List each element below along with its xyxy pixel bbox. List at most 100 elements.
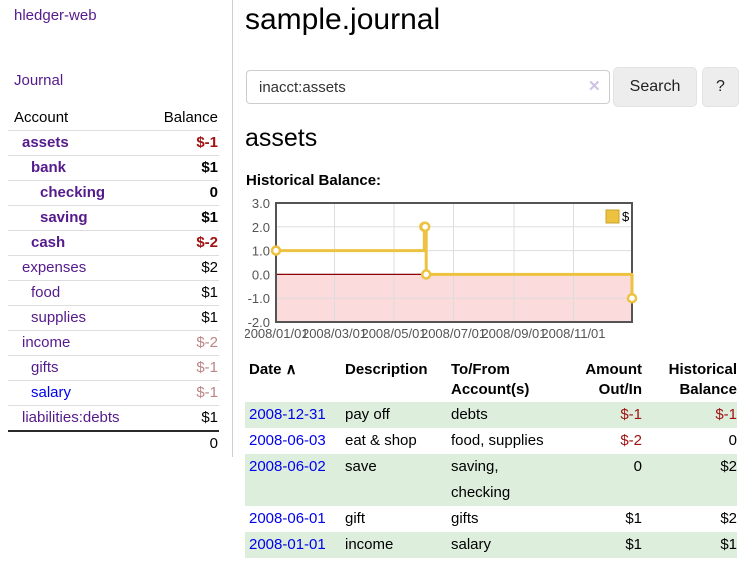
help-button[interactable]: ? bbox=[702, 67, 739, 107]
register-accounts-cell: debts bbox=[451, 406, 488, 423]
register-row: 2008-06-02 save saving, checking 0 $2 bbox=[245, 454, 737, 506]
account-row: saving $1 bbox=[8, 205, 219, 230]
x-axis-tick-label: 2008/05/01 bbox=[361, 326, 426, 341]
register-date-cell: 2008-01-01 bbox=[245, 532, 345, 558]
data-point-marker bbox=[419, 221, 431, 233]
account-link-gifts[interactable]: gifts bbox=[31, 359, 59, 376]
account-link-food[interactable]: food bbox=[31, 284, 61, 301]
register-balance-cell: $-1 bbox=[715, 406, 737, 423]
account-rows: assets $-1 bank $1 checking 0 saving $1 cash $-2 e… bbox=[8, 130, 219, 430]
transaction-date-link[interactable]: 2008-12-31 bbox=[249, 406, 326, 423]
register-table: Date ∧ Description To/From Account(s) Amoun… bbox=[245, 358, 737, 558]
account-balance: $-1 bbox=[196, 134, 218, 151]
page-title: sample.journal bbox=[245, 3, 441, 36]
clear-search-icon[interactable]: ✕ bbox=[588, 78, 601, 95]
account-link-checking[interactable]: checking bbox=[40, 184, 106, 201]
transaction-date-link[interactable]: 2008-06-03 bbox=[249, 432, 326, 449]
register-balance-cell: $2 bbox=[720, 458, 737, 475]
register-header-row: Date ∧ Description To/From Account(s) Amoun… bbox=[245, 358, 737, 402]
brand-link[interactable]: hledger-web bbox=[14, 7, 97, 24]
register-description-cell: save bbox=[345, 458, 377, 475]
register-row: 2008-06-01 gift gifts $1 $2 bbox=[245, 506, 737, 532]
chart-title: Historical Balance: bbox=[246, 172, 382, 189]
register-column-header: Amount Out/In bbox=[585, 361, 642, 398]
y-axis-tick-label: 2.0 bbox=[252, 220, 270, 235]
account-row: expenses $2 bbox=[8, 255, 219, 280]
x-axis-tick-label: 2008/01/01 bbox=[245, 326, 309, 341]
register-accounts-cell: saving, checking bbox=[451, 458, 511, 501]
sidebar-account-table: Account Balance assets $-1 bank $1 checking 0… bbox=[8, 106, 219, 456]
account-row: income $-2 bbox=[8, 330, 219, 355]
register-date-cell: 2008-06-02 bbox=[245, 454, 345, 506]
account-row: checking 0 bbox=[8, 180, 219, 205]
register-balance-cell: $1 bbox=[720, 536, 737, 553]
transaction-date-link[interactable]: 2008-06-01 bbox=[249, 510, 326, 527]
historical-balance-chart: 3.0 2.0 1.0 0.0 -1.0 -2.0 2008/01/01 2008/03/01… bbox=[243, 196, 742, 355]
transaction-date-link[interactable]: 2008-01-01 bbox=[249, 536, 326, 553]
account-link-liabilities-debts[interactable]: liabilities:debts bbox=[22, 409, 120, 426]
account-row: bank $1 bbox=[8, 155, 219, 180]
register-row: 2008-06-03 eat & shop food, supplies $-2 0 bbox=[245, 428, 737, 454]
register-date-cell: 2008-06-03 bbox=[245, 428, 345, 454]
account-row: liabilities:debts $1 bbox=[8, 405, 219, 430]
register-column-header: Description bbox=[345, 361, 428, 378]
register-balance-cell: $2 bbox=[720, 510, 737, 527]
register-date-cell: 2008-06-01 bbox=[245, 506, 345, 532]
search-button[interactable]: Search bbox=[613, 67, 697, 107]
account-total-row: 0 bbox=[8, 430, 219, 456]
account-link-cash[interactable]: cash bbox=[31, 234, 66, 251]
y-axis-tick-label: 1.0 bbox=[252, 244, 270, 259]
account-link-income[interactable]: income bbox=[22, 334, 71, 351]
data-point-marker bbox=[626, 292, 638, 304]
account-link-supplies[interactable]: supplies bbox=[31, 309, 87, 326]
register-accounts-cell: food, supplies bbox=[451, 432, 544, 449]
register-description-cell: income bbox=[345, 536, 394, 553]
account-link-saving[interactable]: saving bbox=[40, 209, 88, 226]
search-input[interactable] bbox=[246, 70, 610, 104]
register-accounts-cell: gifts bbox=[451, 510, 479, 527]
register-amount-cell: $-1 bbox=[620, 406, 642, 423]
register-description-cell: eat & shop bbox=[345, 432, 417, 449]
transaction-date-link[interactable]: 2008-06-02 bbox=[249, 458, 326, 475]
sidebar-item-journal[interactable]: Journal bbox=[14, 72, 64, 89]
account-link-assets[interactable]: assets bbox=[22, 134, 69, 151]
account-row: salary $-1 bbox=[8, 380, 219, 405]
account-balance: $1 bbox=[201, 309, 218, 326]
account-balance: 0 bbox=[209, 184, 218, 201]
register-balance-cell: 0 bbox=[728, 432, 737, 449]
register-column-header: Historical Balance bbox=[668, 361, 737, 398]
register-row: 2008-01-01 income salary $1 $1 bbox=[245, 532, 737, 558]
register-description-cell: gift bbox=[345, 510, 366, 527]
account-balance: $1 bbox=[201, 209, 218, 226]
data-point-marker bbox=[270, 245, 282, 256]
x-axis-tick-label: 2008/11/01 bbox=[541, 326, 605, 341]
account-row: supplies $1 bbox=[8, 305, 219, 330]
chart-canvas: 3.0 2.0 1.0 0.0 -1.0 -2.02008/01/012008/03/01… bbox=[243, 196, 638, 341]
account-link-salary[interactable]: salary bbox=[31, 384, 72, 401]
y-axis-tick-label: -1.0 bbox=[248, 291, 270, 306]
y-axis-tick-label: 3.0 bbox=[252, 197, 270, 211]
account-row: food $1 bbox=[8, 280, 219, 305]
register-amount-cell: $1 bbox=[625, 536, 642, 553]
register-column-header: To/From Account(s) bbox=[451, 361, 530, 398]
account-heading: assets bbox=[245, 124, 318, 152]
register-accounts-cell: salary bbox=[451, 536, 492, 553]
x-axis-tick-label: 2008/03/01 bbox=[302, 326, 367, 341]
account-link-expenses[interactable]: expenses bbox=[22, 259, 87, 276]
account-balance: $-1 bbox=[196, 359, 218, 376]
plot-border bbox=[275, 202, 633, 323]
register-description-cell: pay off bbox=[345, 406, 390, 423]
legend-swatch bbox=[605, 209, 620, 224]
account-table-header: Account Balance bbox=[8, 106, 219, 130]
account-balance: $-2 bbox=[196, 234, 218, 251]
x-axis-tick-label: 2008/07/01 bbox=[421, 326, 486, 341]
account-row: gifts $-1 bbox=[8, 355, 219, 380]
y-axis-tick-label: -2.0 bbox=[248, 315, 270, 330]
account-link-bank[interactable]: bank bbox=[31, 159, 67, 176]
register-column-header[interactable]: Date ∧ bbox=[249, 361, 297, 378]
register-amount-cell: 0 bbox=[633, 458, 642, 475]
account-balance: $1 bbox=[201, 284, 218, 301]
x-axis-tick-label: 2008/09/01 bbox=[481, 326, 546, 341]
register-date-cell: 2008-12-31 bbox=[245, 402, 345, 428]
